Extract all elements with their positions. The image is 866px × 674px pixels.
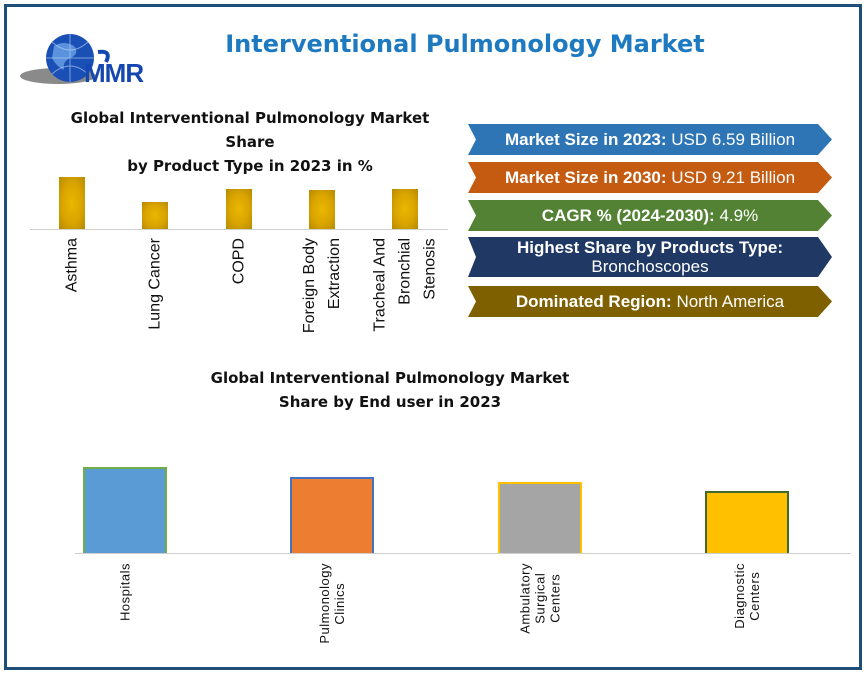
bar-4 [392,189,418,229]
end-user-chart-axis [75,553,851,554]
globe-logo-icon [20,34,110,84]
x-tick-label: COPD [230,238,248,285]
stat-banner: Market Size in 2030: USD 9.21 Billion [468,162,832,193]
x-tick-label: Foreign Body Extraction [301,238,343,334]
stat-value: 4.9% [719,205,759,225]
x-tick-label: Hospitals [117,563,133,621]
x-tick-label: Diagnostic Centers [732,563,762,629]
x-tick-label: Ambulatory Surgical Centers [517,563,563,634]
bar-3 [309,190,335,229]
stat-value: USD 6.59 Billion [671,129,796,149]
x-tick-label: Tracheal And Bronchial Stenosis [371,238,439,332]
stat-row: Market Size in 2030: USD 9.21 Billion [468,168,832,188]
stat-banner: CAGR % (2024-2030): 4.9% [468,200,832,231]
stat-value: USD 9.21 Billion [671,167,796,187]
frame-border [4,4,862,670]
x-tick-label: Lung Cancer [146,238,164,330]
bar-0 [83,467,167,553]
stat-label: Market Size in 2030: [504,167,667,187]
stat-banner: Market Size in 2023: USD 6.59 Billion [468,124,832,155]
stat-row: Market Size in 2023: USD 6.59 Billion [468,130,832,150]
end-user-chart-title: Global Interventional Pulmonology Market… [210,369,570,411]
x-tick-label: Pulmonology Clinics [317,563,347,644]
bar-1 [290,477,374,553]
stat-row: Dominated Region: North America [468,292,832,312]
logo-text: MMR [84,58,144,88]
stat-value: Bronchoscopes [591,257,709,276]
product-chart-title: Global Interventional Pulmonology Market… [70,109,430,175]
bar-1 [142,202,168,229]
stat-label: CAGR % (2024-2030): [541,205,715,225]
stat-value: North America [676,291,785,311]
product-chart-axis [30,229,448,230]
stat-row: CAGR % (2024-2030): 4.9% [468,206,832,226]
bar-0 [59,177,85,229]
bar-2 [226,189,252,229]
page-title: Interventional Pulmonology Market [225,30,705,58]
stat-banner: Dominated Region: North America [468,286,832,317]
x-tick-label: Asthma [63,238,81,293]
bar-2 [498,482,582,553]
stat-banner: Highest Share by Products Type: Bronchosc… [468,237,832,277]
stat-label: Highest Share by Products Type: [516,238,784,257]
bar-3 [705,491,789,553]
stat-label: Market Size in 2023: [504,129,667,149]
stat-label: Dominated Region: [515,291,672,311]
